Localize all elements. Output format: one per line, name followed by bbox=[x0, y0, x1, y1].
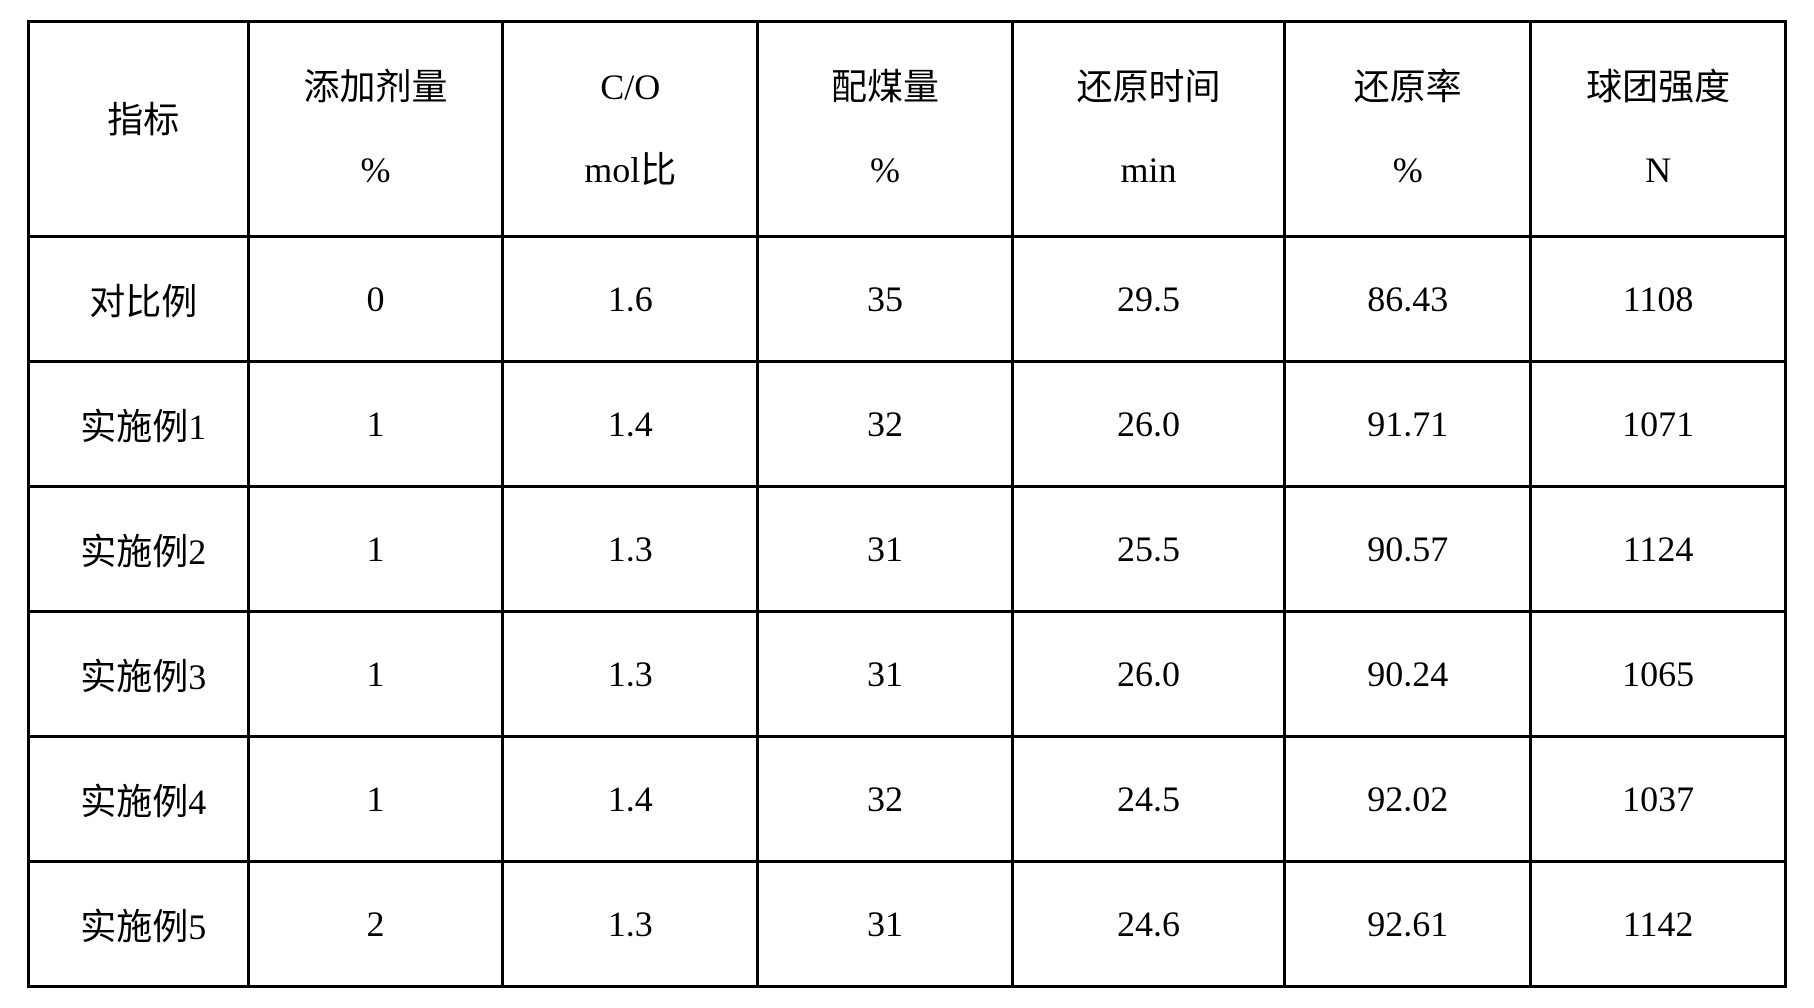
cell-value: 1.6 bbox=[503, 237, 758, 362]
table-row: 实施例4 1 1.4 32 24.5 92.02 1037 bbox=[29, 737, 1786, 862]
header-cell-rate: 还原率 % bbox=[1285, 22, 1531, 237]
cell-value: 1037 bbox=[1531, 737, 1786, 862]
table-row: 实施例3 1 1.3 31 26.0 90.24 1065 bbox=[29, 612, 1786, 737]
cell-label: 实施例5 bbox=[29, 862, 249, 987]
header-text: C/O bbox=[504, 55, 756, 120]
cell-label: 实施例2 bbox=[29, 487, 249, 612]
table-row: 实施例2 1 1.3 31 25.5 90.57 1124 bbox=[29, 487, 1786, 612]
cell-value: 1142 bbox=[1531, 862, 1786, 987]
cell-value: 26.0 bbox=[1012, 362, 1284, 487]
cell-value: 26.0 bbox=[1012, 612, 1284, 737]
cell-value: 1108 bbox=[1531, 237, 1786, 362]
table-body: 对比例 0 1.6 35 29.5 86.43 1108 实施例1 1 1.4 … bbox=[29, 237, 1786, 987]
cell-label: 对比例 bbox=[29, 237, 249, 362]
cell-value: 31 bbox=[758, 612, 1013, 737]
header-cell-additive: 添加剂量 % bbox=[248, 22, 503, 237]
table-header: 指标 添加剂量 % C/O mol比 配煤量 % bbox=[29, 22, 1786, 237]
cell-value: 92.02 bbox=[1285, 737, 1531, 862]
header-text: 添加剂量 bbox=[250, 55, 502, 120]
cell-label: 实施例4 bbox=[29, 737, 249, 862]
header-row: 指标 添加剂量 % C/O mol比 配煤量 % bbox=[29, 22, 1786, 237]
cell-value: 32 bbox=[758, 737, 1013, 862]
header-unit: N bbox=[1532, 138, 1784, 203]
cell-label: 实施例3 bbox=[29, 612, 249, 737]
header-text: 配煤量 bbox=[759, 55, 1011, 120]
cell-value: 1065 bbox=[1531, 612, 1786, 737]
cell-value: 35 bbox=[758, 237, 1013, 362]
cell-value: 32 bbox=[758, 362, 1013, 487]
cell-value: 24.5 bbox=[1012, 737, 1284, 862]
cell-value: 91.71 bbox=[1285, 362, 1531, 487]
cell-value: 0 bbox=[248, 237, 503, 362]
cell-value: 86.43 bbox=[1285, 237, 1531, 362]
header-unit: min bbox=[1014, 138, 1283, 203]
cell-value: 31 bbox=[758, 487, 1013, 612]
cell-value: 1 bbox=[248, 612, 503, 737]
header-unit: % bbox=[1286, 138, 1529, 203]
cell-value: 29.5 bbox=[1012, 237, 1284, 362]
header-unit: % bbox=[250, 138, 502, 203]
cell-value: 92.61 bbox=[1285, 862, 1531, 987]
cell-value: 1 bbox=[248, 362, 503, 487]
cell-value: 1.4 bbox=[503, 737, 758, 862]
header-text: 还原时间 bbox=[1014, 55, 1283, 120]
header-cell-time: 还原时间 min bbox=[1012, 22, 1284, 237]
header-cell-coal: 配煤量 % bbox=[758, 22, 1013, 237]
cell-value: 1 bbox=[248, 737, 503, 862]
header-cell-strength: 球团强度 N bbox=[1531, 22, 1786, 237]
cell-value: 1.3 bbox=[503, 862, 758, 987]
header-text: 还原率 bbox=[1286, 55, 1529, 120]
cell-value: 1 bbox=[248, 487, 503, 612]
cell-value: 1071 bbox=[1531, 362, 1786, 487]
header-cell-indicator: 指标 bbox=[29, 22, 249, 237]
cell-value: 1124 bbox=[1531, 487, 1786, 612]
table-row: 实施例5 2 1.3 31 24.6 92.61 1142 bbox=[29, 862, 1786, 987]
cell-value: 31 bbox=[758, 862, 1013, 987]
cell-value: 25.5 bbox=[1012, 487, 1284, 612]
cell-label: 实施例1 bbox=[29, 362, 249, 487]
table-row: 实施例1 1 1.4 32 26.0 91.71 1071 bbox=[29, 362, 1786, 487]
header-text: 指标 bbox=[40, 88, 247, 153]
header-text: 球团强度 bbox=[1532, 55, 1784, 120]
cell-value: 1.3 bbox=[503, 612, 758, 737]
cell-value: 90.24 bbox=[1285, 612, 1531, 737]
cell-value: 2 bbox=[248, 862, 503, 987]
cell-value: 90.57 bbox=[1285, 487, 1531, 612]
cell-value: 24.6 bbox=[1012, 862, 1284, 987]
header-unit: mol比 bbox=[504, 138, 756, 203]
table-row: 对比例 0 1.6 35 29.5 86.43 1108 bbox=[29, 237, 1786, 362]
data-table: 指标 添加剂量 % C/O mol比 配煤量 % bbox=[27, 20, 1787, 988]
cell-value: 1.3 bbox=[503, 487, 758, 612]
cell-value: 1.4 bbox=[503, 362, 758, 487]
header-unit: % bbox=[759, 138, 1011, 203]
header-cell-co: C/O mol比 bbox=[503, 22, 758, 237]
